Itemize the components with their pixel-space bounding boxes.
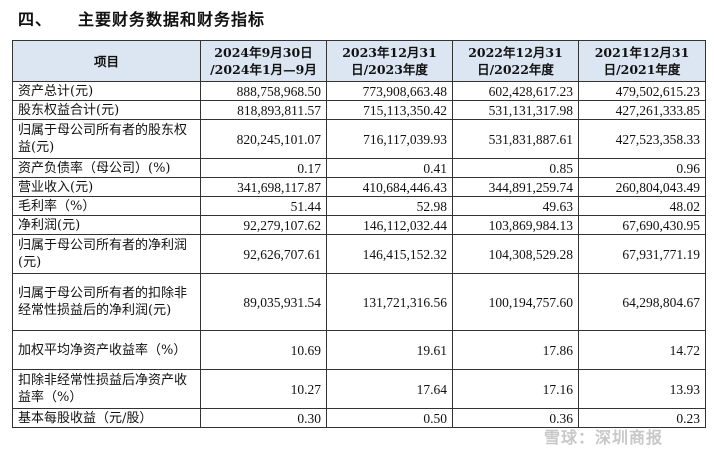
table-header-row: 项目 2024年9月30日 /2024年1月—9月 2023年12月31 日/2… — [12, 40, 706, 82]
row-value: 52.98 — [326, 196, 453, 216]
row-value: 10.69 — [200, 330, 327, 370]
table-row: 股东权益合计(元) 818,893,811.57 715,113,350.42 531… — [12, 100, 706, 120]
section-number: 四、 — [18, 10, 53, 29]
row-value: 49.63 — [452, 196, 579, 216]
table-row: 归属于母公司所有者的股东权益(元) 820,245,101.07 716,117,0… — [12, 119, 706, 159]
row-value: 479,502,615.23 — [578, 81, 706, 101]
row-value: 820,245,101.07 — [200, 119, 327, 159]
row-value: 17.64 — [326, 369, 453, 409]
table-row: 归属于母公司所有者的净利润(元) 92,626,707.61 146,415,152… — [12, 234, 706, 274]
table-row: 基本每股收益（元/股） 0.30 0.50 0.36 0.23 — [12, 408, 706, 428]
financial-data-table: 项目 2024年9月30日 /2024年1月—9月 2023年12月31 日/2… — [12, 40, 706, 428]
row-value: 0.23 — [578, 408, 706, 428]
row-label: 归属于母公司所有者的扣除非经常性损益后的净利润(元) — [12, 273, 201, 331]
header-2024: 2024年9月30日 /2024年1月—9月 — [200, 40, 327, 82]
row-value: 0.96 — [578, 158, 706, 178]
row-value: 64,298,804.67 — [578, 273, 706, 331]
row-value: 14.72 — [578, 330, 706, 370]
row-value: 344,891,259.74 — [452, 177, 579, 197]
row-value: 260,804,043.49 — [578, 177, 706, 197]
row-value: 131,721,316.56 — [326, 273, 453, 331]
row-value: 51.44 — [200, 196, 327, 216]
row-label: 资产总计(元) — [12, 81, 201, 101]
row-value: 146,112,032.44 — [326, 215, 453, 235]
row-value: 17.86 — [452, 330, 579, 370]
row-value: 427,261,333.85 — [578, 100, 706, 120]
row-value: 146,415,152.32 — [326, 234, 453, 274]
row-label: 归属于母公司所有者的净利润(元) — [12, 234, 201, 274]
row-label: 净利润(元) — [12, 215, 201, 235]
table-row: 毛利率（%） 51.44 52.98 49.63 48.02 — [12, 196, 706, 216]
section-title: 主要财务数据和财务指标 — [78, 10, 266, 29]
row-value: 92,626,707.61 — [200, 234, 327, 274]
row-label: 资产负债率（母公司）(%) — [12, 158, 201, 178]
row-label: 扣除非经常性损益后净资产收益率（%） — [12, 369, 201, 409]
row-value: 410,684,446.43 — [326, 177, 453, 197]
row-value: 17.16 — [452, 369, 579, 409]
row-value: 100,194,757.60 — [452, 273, 579, 331]
row-label: 营业收入(元) — [12, 177, 201, 197]
row-value: 0.30 — [200, 408, 327, 428]
row-value: 67,931,771.19 — [578, 234, 706, 274]
row-value: 716,117,039.93 — [326, 119, 453, 159]
row-value: 0.50 — [326, 408, 453, 428]
row-value: 341,698,117.87 — [200, 177, 327, 197]
row-label: 加权平均净资产收益率（%） — [12, 330, 201, 370]
table-row: 营业收入(元) 341,698,117.87 410,684,446.43 344,8… — [12, 177, 706, 197]
row-value: 0.85 — [452, 158, 579, 178]
table-row: 资产负债率（母公司）(%) 0.17 0.41 0.85 0.96 — [12, 158, 706, 178]
row-value: 19.61 — [326, 330, 453, 370]
row-value: 104,308,529.28 — [452, 234, 579, 274]
row-value: 427,523,358.33 — [578, 119, 706, 159]
row-value: 0.41 — [326, 158, 453, 178]
row-value: 48.02 — [578, 196, 706, 216]
row-value: 773,908,663.48 — [326, 81, 453, 101]
row-label: 股东权益合计(元) — [12, 100, 201, 120]
row-label: 毛利率（%） — [12, 196, 201, 216]
header-2023: 2023年12月31 日/2023年度 — [326, 40, 453, 82]
table-row: 扣除非经常性损益后净资产收益率（%） 10.27 17.64 17.16 13.93 — [12, 369, 706, 409]
row-value: 531,831,887.61 — [452, 119, 579, 159]
row-value: 89,035,931.54 — [200, 273, 327, 331]
row-value: 0.36 — [452, 408, 579, 428]
row-value: 888,758,968.50 — [200, 81, 327, 101]
row-value: 818,893,811.57 — [200, 100, 327, 120]
row-value: 531,131,317.98 — [452, 100, 579, 120]
row-value: 715,113,350.42 — [326, 100, 453, 120]
row-value: 67,690,430.95 — [578, 215, 706, 235]
row-value: 103,869,984.13 — [452, 215, 579, 235]
row-value: 0.17 — [200, 158, 327, 178]
row-label: 基本每股收益（元/股） — [12, 408, 201, 428]
row-value: 92,279,107.62 — [200, 215, 327, 235]
row-value: 10.27 — [200, 369, 327, 409]
row-value: 602,428,617.23 — [452, 81, 579, 101]
section-heading: 四、 主要财务数据和财务指标 — [18, 6, 265, 30]
header-item: 项目 — [12, 40, 201, 82]
table-row: 归属于母公司所有者的扣除非经常性损益后的净利润(元) 89,035,931.54 1… — [12, 273, 706, 331]
table-row: 加权平均净资产收益率（%） 10.69 19.61 17.86 14.72 — [12, 330, 706, 370]
header-2022: 2022年12月31 日/2022年度 — [452, 40, 579, 82]
table-row: 净利润(元) 92,279,107.62 146,112,032.44 103,869… — [12, 215, 706, 235]
row-label: 归属于母公司所有者的股东权益(元) — [12, 119, 201, 159]
header-2021: 2021年12月31 日/2021年度 — [578, 40, 706, 82]
row-value: 13.93 — [578, 369, 706, 409]
table-row: 资产总计(元) 888,758,968.50 773,908,663.48 602,4… — [12, 81, 706, 101]
